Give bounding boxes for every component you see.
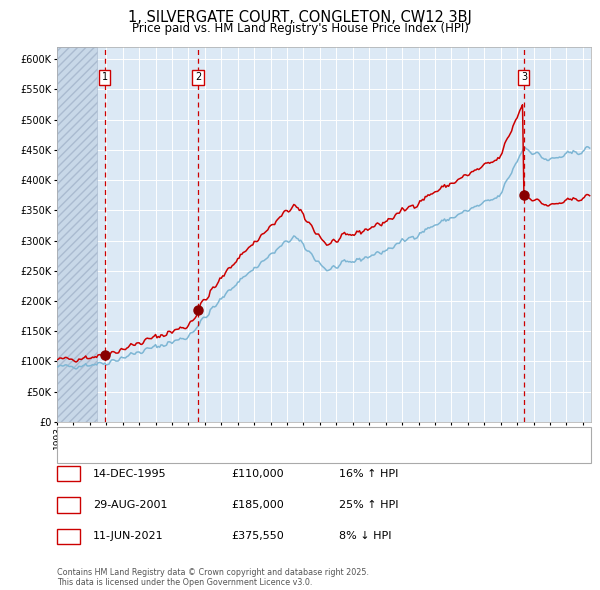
Text: 14-DEC-1995: 14-DEC-1995: [93, 469, 167, 478]
Text: 11-JUN-2021: 11-JUN-2021: [93, 532, 164, 541]
Text: 1: 1: [102, 73, 108, 83]
Text: 3: 3: [521, 73, 527, 83]
Text: 16% ↑ HPI: 16% ↑ HPI: [339, 469, 398, 478]
Bar: [57, 47, 97, 422]
Text: 29-AUG-2001: 29-AUG-2001: [93, 500, 167, 510]
Text: 2: 2: [195, 73, 201, 83]
Text: Price paid vs. HM Land Registry's House Price Index (HPI): Price paid vs. HM Land Registry's House …: [131, 22, 469, 35]
Text: Contains HM Land Registry data © Crown copyright and database right 2025.
This d: Contains HM Land Registry data © Crown c…: [57, 568, 369, 587]
Bar: [57, 47, 97, 422]
Text: 25% ↑ HPI: 25% ↑ HPI: [339, 500, 398, 510]
Text: 2: 2: [65, 500, 72, 510]
Text: 8% ↓ HPI: 8% ↓ HPI: [339, 532, 391, 541]
Text: £375,550: £375,550: [231, 532, 284, 541]
Text: 3: 3: [65, 532, 72, 541]
Text: 1, SILVERGATE COURT, CONGLETON, CW12 3BJ (detached house): 1, SILVERGATE COURT, CONGLETON, CW12 3BJ…: [105, 432, 424, 442]
Text: £185,000: £185,000: [231, 500, 284, 510]
Text: 1, SILVERGATE COURT, CONGLETON, CW12 3BJ: 1, SILVERGATE COURT, CONGLETON, CW12 3BJ: [128, 10, 472, 25]
Text: HPI: Average price, detached house, Cheshire East: HPI: Average price, detached house, Ches…: [105, 449, 353, 459]
Text: £110,000: £110,000: [231, 469, 284, 478]
Text: 1: 1: [65, 469, 72, 478]
